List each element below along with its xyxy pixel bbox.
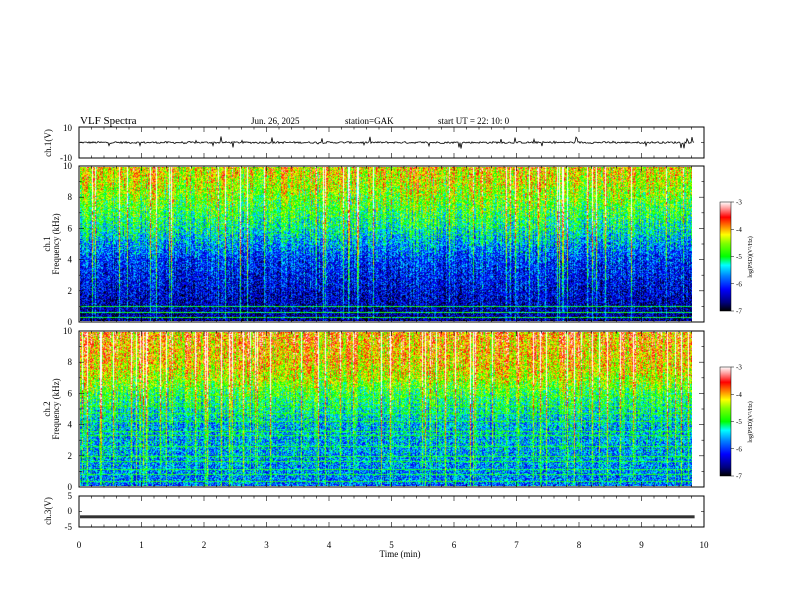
colorbar-tick-label: -3: [736, 364, 742, 372]
ch1-spectrogram-ytick-labels: 0 2 4 6 8 10: [63, 161, 73, 327]
ch1-colorbar-gradient: [719, 201, 732, 312]
time-tick-label: 5: [389, 540, 394, 550]
time-axis-label: Time (min): [380, 549, 421, 559]
ch2-spectrogram-panel: 0 2 4 6 8 10 ch.2 Frequency (kHz): [42, 326, 705, 492]
ch2-colorbar-ticks: -3 -4 -5 -6 -7: [731, 364, 742, 481]
frequency-tick-label: 6: [68, 388, 73, 398]
colorbar-tick-label: -7: [736, 308, 742, 316]
colorbar-tick-label: -6: [736, 280, 742, 288]
time-tick-label: 6: [452, 540, 457, 550]
ch3-ytick-top: 5: [68, 491, 73, 501]
frequency-tick-label: 4: [68, 255, 73, 265]
ch3-waveform-trace: [80, 515, 695, 519]
ch3-waveform-panel: 5 0 -5 ch.3(V): [43, 491, 705, 532]
ch1-colorbar-label: log(PSD)(V²/Hz): [747, 236, 754, 277]
ch2-spectrogram-raster: [80, 332, 692, 486]
ch1-colorbar-ticks: -3 -4 -5 -6 -7: [731, 199, 742, 316]
colorbar-tick-label: -5: [736, 418, 742, 426]
frequency-tick-label: 0: [68, 317, 73, 327]
ch1-waveform-trace: [79, 136, 695, 149]
frequency-tick-label: 10: [63, 161, 73, 171]
ch1-colorbar: -3 -4 -5 -6 -7 log(PSD)(V²/Hz): [719, 199, 754, 316]
time-axis-tick-labels: 0 1 2 3 4 5 6 7 8 9 10: [77, 540, 709, 550]
colorbar-tick-label: -3: [736, 199, 742, 207]
ch1-spectrogram-raster: [80, 167, 692, 321]
time-tick-label: 2: [202, 540, 207, 550]
colorbar-tick-label: -7: [736, 473, 742, 481]
frequency-tick-label: 6: [68, 223, 73, 233]
frequency-tick-label: 8: [68, 357, 73, 367]
ch1-spectrogram-ticks: [78, 165, 705, 323]
frequency-tick-label: 0: [68, 482, 73, 492]
ch1-waveform-panel: 10 -10 ch.1(V): [43, 123, 705, 163]
frequency-tick-label: 8: [68, 192, 73, 202]
time-tick-label: 3: [264, 540, 269, 550]
ch1-waveform-ylabel: ch.1(V): [43, 129, 53, 157]
ch1-waveform-x-ticks: [78, 126, 705, 159]
ch2-spectrogram-ylabel-freq: Frequency (kHz): [51, 378, 61, 439]
ch1-spectrogram-panel: 0 2 4 6 8 10 ch.1 Frequency (kHz): [42, 161, 705, 327]
frequency-tick-label: 2: [68, 286, 73, 296]
time-tick-label: 8: [577, 540, 582, 550]
ch1-spectrogram-ylabel-channel: ch.1: [42, 236, 52, 251]
colorbar-tick-label: -6: [736, 445, 742, 453]
frequency-tick-label: 2: [68, 451, 73, 461]
ch3-waveform-ylabel: ch.3(V): [43, 497, 53, 525]
time-tick-label: 1: [139, 540, 144, 550]
station-label: station=GAK: [345, 116, 394, 126]
ch2-spectrogram-ytick-labels: 0 2 4 6 8 10: [63, 326, 73, 492]
ch3-ytick-mid: 0: [68, 506, 73, 516]
ch2-spectrogram-ylabel-channel: ch.2: [42, 401, 52, 416]
date-label: Jun. 26, 2025: [251, 116, 300, 126]
time-tick-label: 4: [327, 540, 332, 550]
time-tick-label: 0: [77, 540, 82, 550]
time-tick-label: 9: [639, 540, 644, 550]
ch2-spectrogram-ticks: [78, 330, 705, 488]
frequency-tick-label: 10: [63, 326, 73, 336]
ch2-colorbar: -3 -4 -5 -6 -7 log(PSD)(V²/Hz): [719, 364, 754, 481]
ch3-ytick-bottom: -5: [65, 522, 73, 532]
ch1-ytick-top: 10: [63, 123, 73, 133]
ch2-colorbar-gradient: [719, 366, 732, 477]
start-time-label: start UT = 22: 10: 0: [438, 116, 510, 126]
time-tick-label: 7: [514, 540, 519, 550]
ch1-spectrogram-ylabel-freq: Frequency (kHz): [51, 213, 61, 274]
figure-title: VLF Spectra: [80, 115, 137, 127]
colorbar-tick-label: -4: [736, 226, 742, 234]
ch3-waveform-ticks: [78, 495, 705, 528]
time-tick-label: 10: [700, 540, 710, 550]
colorbar-tick-label: -5: [736, 253, 742, 261]
frequency-tick-label: 4: [68, 420, 73, 430]
ch2-colorbar-label: log(PSD)(V²/Hz): [747, 401, 754, 442]
ch1-ytick-bottom: -10: [60, 153, 72, 163]
colorbar-tick-label: -4: [736, 391, 742, 399]
